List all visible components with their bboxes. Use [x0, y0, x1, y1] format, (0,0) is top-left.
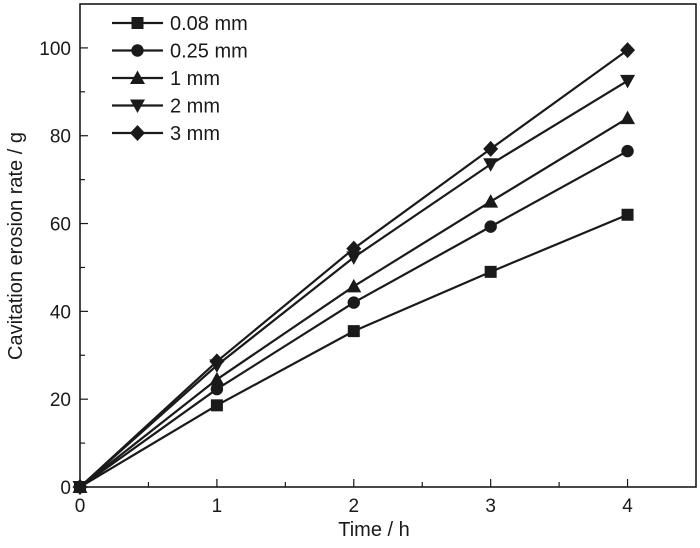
- legend-marker: [131, 17, 144, 29]
- series-layer: [72, 42, 636, 495]
- data-point: [483, 140, 499, 157]
- y-axis-title: Cavitation erosion rate / g: [5, 132, 27, 360]
- y-axis: 0 20 40 60 80 100: [39, 39, 88, 499]
- data-point: [620, 110, 636, 125]
- data-point: [620, 74, 636, 89]
- plot-frame: [79, 3, 697, 488]
- legend-item: 0.08 mm: [112, 13, 248, 35]
- legend-label: 2 mm: [170, 96, 220, 118]
- y-tick-label: 80: [50, 127, 71, 148]
- data-point: [484, 265, 497, 278]
- data-point: [209, 371, 225, 386]
- data-point: [347, 325, 360, 338]
- data-point: [210, 399, 223, 412]
- data-point: [210, 382, 224, 396]
- y-tick-label: 0: [60, 478, 71, 499]
- data-point: [483, 158, 499, 172]
- legend-label: 0.25 mm: [170, 41, 248, 63]
- y-tick-label: 20: [50, 390, 71, 411]
- data-point: [621, 144, 634, 158]
- x-tick-label: 3: [485, 496, 496, 517]
- x-tick-label: 0: [75, 496, 86, 517]
- legend-item: 1 mm: [112, 68, 220, 90]
- legend-marker: [130, 99, 145, 113]
- series-3-mm: [72, 42, 636, 495]
- x-tick-label: 4: [622, 496, 633, 517]
- x-tick-label: 2: [348, 496, 359, 517]
- data-point: [209, 353, 225, 370]
- data-point: [72, 479, 88, 495]
- legend-item: 2 mm: [112, 96, 220, 118]
- legend: 0.08 mm 0.25 mm 1 mm 2 mm 3 mm: [112, 13, 248, 145]
- series-line: [79, 150, 629, 488]
- legend-item: 3 mm: [112, 123, 220, 145]
- x-tick-label: 1: [212, 496, 223, 517]
- legend-item: 0.25 mm: [112, 41, 248, 63]
- legend-marker: [131, 44, 144, 57]
- legend-label: 1 mm: [170, 68, 220, 90]
- y-tick-label: 100: [39, 39, 71, 60]
- data-point: [347, 296, 360, 309]
- x-axis-title: Time / h: [338, 519, 410, 541]
- legend-label: 0.08 mm: [170, 13, 248, 35]
- data-point: [483, 194, 499, 208]
- data-point: [346, 251, 362, 265]
- data-point: [621, 208, 634, 221]
- legend-marker: [130, 125, 145, 141]
- data-point: [346, 278, 362, 293]
- data-point: [620, 42, 636, 59]
- data-point: [346, 240, 362, 257]
- data-point: [484, 220, 497, 233]
- legend-label: 3 mm: [170, 123, 220, 145]
- y-tick-label: 40: [50, 302, 71, 323]
- y-tick-label: 60: [50, 215, 71, 236]
- legend-marker: [130, 70, 145, 84]
- x-axis: 0 1 2 3 4: [75, 479, 633, 517]
